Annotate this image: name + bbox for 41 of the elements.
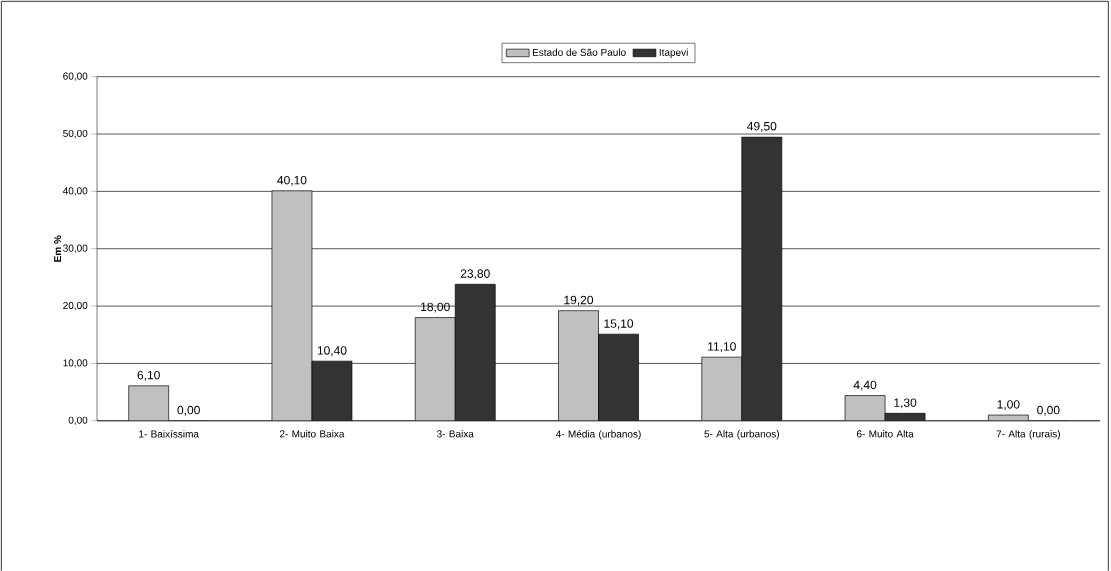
data-label: 11,10 [708,342,736,353]
legend-label: Estado de São Paulo [532,48,626,57]
x-tick-label: 4- Média (urbanos) [555,430,641,440]
data-label: 18,00 [421,302,450,313]
data-label: 4,40 [853,380,877,391]
bar [741,136,783,421]
data-label: 1,00 [997,400,1020,411]
data-label: 10,40 [317,346,347,357]
data-label: 40,10 [277,175,307,186]
y-tick-label: 50,00 [63,129,88,139]
data-label: 19,20 [564,295,594,306]
x-tick-label: 6- Muito Alta [856,430,914,438]
bar [558,310,599,421]
data-label: 6,10 [137,370,160,381]
bar [271,190,313,421]
data-label: 49,50 [747,122,777,132]
x-tick-label: 7- Alta (rurais) [996,430,1060,440]
y-tick-label: 0,00 [68,416,88,425]
bar [128,385,170,421]
y-axis-title: Em % [54,235,62,262]
y-tick-label: 20,00 [63,302,88,311]
y-tick-label: 60,00 [63,72,88,81]
x-tick-label: 2- Muito Baixa [279,430,345,438]
y-tick-label: 30,00 [63,244,88,253]
bar [598,333,639,421]
x-tick-label: 5- Alta (urbanos) [704,430,779,440]
data-label: 0,00 [177,405,200,416]
data-label: 0,00 [1037,405,1060,416]
bar [311,360,353,421]
x-tick-label: 1- Baixíssima [139,430,199,438]
data-label: 23,80 [460,269,490,280]
legend-label: Itapevi [659,48,688,58]
x-tick-label: 3- Baixa [436,430,474,438]
bar [701,356,743,421]
data-label: 15,10 [604,319,634,330]
bar [454,284,496,421]
data-label: 1,30 [894,398,917,409]
y-tick-label: 40,00 [62,187,88,196]
bar [844,395,886,421]
bar [414,317,456,421]
y-tick-label: 10,00 [63,359,88,368]
